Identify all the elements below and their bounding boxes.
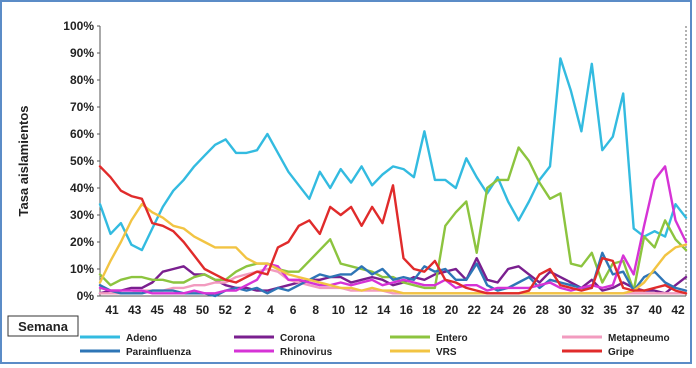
x-tick-label: 20 <box>445 303 459 317</box>
legend-label: Adeno <box>126 333 157 344</box>
y-tick-label: 10% <box>70 262 94 276</box>
axes <box>99 26 687 297</box>
legend-label: Rhinovirus <box>280 347 333 358</box>
x-tick-label: 18 <box>422 303 436 317</box>
series-line-adeno <box>98 57 688 252</box>
x-tick-label: 24 <box>490 303 504 317</box>
series-line-entero <box>98 146 688 292</box>
x-tick-label: 6 <box>290 303 297 317</box>
x-tick-label: 12 <box>354 303 368 317</box>
x-tick-label: 22 <box>468 303 482 317</box>
y-axis-ticks: 0% 10% 20% 30% 40% 50% 60% 70% 80% 90% 100% <box>63 19 100 303</box>
y-tick-label: 70% <box>70 100 94 114</box>
x-axis-title: Semana <box>7 315 79 337</box>
x-tick-label: 42 <box>671 303 685 317</box>
y-tick-label: 50% <box>70 154 94 168</box>
y-tick-label: 80% <box>70 73 94 87</box>
y-tick-label: 60% <box>70 127 94 141</box>
x-tick-label: 10 <box>332 303 346 317</box>
series-line-corona <box>98 257 688 295</box>
y-tick-label: 30% <box>70 208 94 222</box>
x-axis-ticks: 41 43 45 48 50 52 2 4 6 8 10 12 14 16 18 20 22 24 26 28 30 32… <box>105 303 685 317</box>
x-tick-label: 16 <box>400 303 414 317</box>
x-tick-label: 40 <box>649 303 663 317</box>
y-tick-label: 100% <box>63 19 94 33</box>
y-tick-label: 40% <box>70 181 94 195</box>
y-tick-label: 90% <box>70 46 94 60</box>
x-tick-label: 2 <box>244 303 251 317</box>
x-tick-label: 4 <box>267 303 274 317</box>
legend: Adeno Corona Entero Metapneumo Parainfluenza… <box>80 333 670 358</box>
x-tick-label: 50 <box>196 303 210 317</box>
x-tick-label: 30 <box>558 303 572 317</box>
x-tick-label: 45 <box>151 303 165 317</box>
x-axis-title-box <box>7 315 79 337</box>
series-line-gripe <box>98 165 688 295</box>
series-line-rhinovirus <box>98 165 688 295</box>
x-tick-label: 52 <box>219 303 233 317</box>
x-tick-label: 48 <box>173 303 187 317</box>
y-axis-title-text: Tasa aislamientos <box>16 105 31 216</box>
legend-label: Metapneumo <box>608 333 670 344</box>
legend-label: Parainfluenza <box>126 347 191 358</box>
x-axis-title-text: Semana <box>18 319 69 334</box>
y-axis-title: Tasa aislamientos <box>16 105 31 216</box>
series-line-vrs <box>98 202 688 295</box>
y-tick-label: 20% <box>70 235 94 249</box>
x-tick-label: 35 <box>603 303 617 317</box>
x-tick-label: 41 <box>105 303 119 317</box>
x-tick-label: 43 <box>128 303 142 317</box>
legend-label: Entero <box>436 333 468 344</box>
x-tick-label: 26 <box>513 303 527 317</box>
x-tick-label: 37 <box>626 303 640 317</box>
x-tick-label: 32 <box>581 303 595 317</box>
x-tick-label: 28 <box>535 303 549 317</box>
x-tick-label: 14 <box>377 303 391 317</box>
legend-label: VRS <box>436 347 457 358</box>
x-tick-label: 8 <box>312 303 319 317</box>
legend-label: Gripe <box>608 347 635 358</box>
y-tick-label: 0% <box>77 289 95 303</box>
series-lines <box>98 57 688 298</box>
legend-label: Corona <box>280 333 315 344</box>
